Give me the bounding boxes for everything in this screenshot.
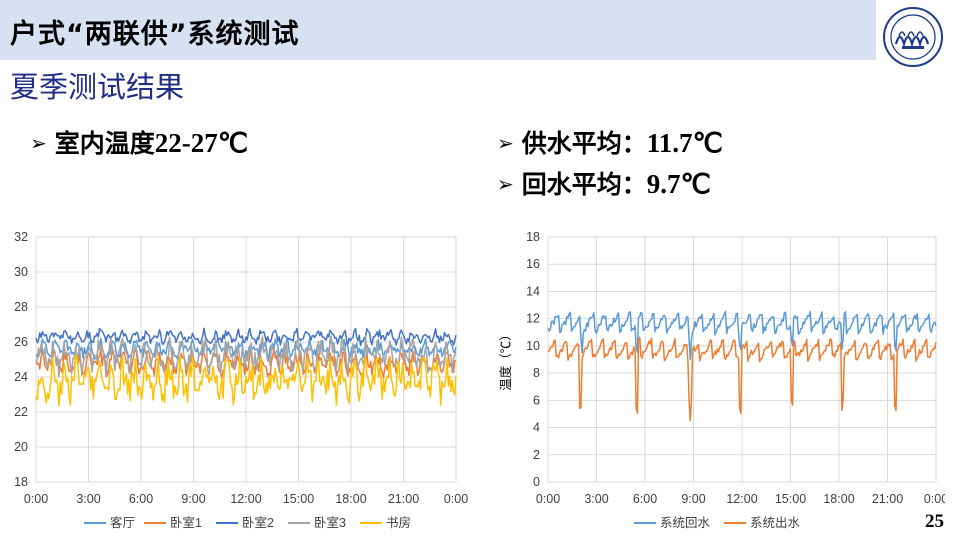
bullet-return-avg: ➢ 回水平均：9.7℃	[497, 165, 711, 201]
bullet-value: 11.7℃	[646, 128, 723, 158]
legend-entry: 卧室2	[216, 515, 274, 530]
legend-entry: 系统回水	[634, 516, 711, 530]
legend-label: 客厅	[110, 515, 135, 530]
arrow-bullet-icon: ➢	[497, 172, 514, 196]
indoor-temperature-chart: 18 20 22 24 26 28 30 32 0:00 3:00 6:00 9:00 12:00 15:…	[14, 230, 468, 530]
legend-entry: 系统出水	[724, 516, 801, 530]
y-tick-label: 14	[526, 284, 540, 298]
university-seal-logo	[883, 7, 943, 67]
bullet-label: 回水平均：	[521, 170, 647, 199]
x-tick-label: 9:00	[681, 492, 705, 506]
bullet-value: 22-27℃	[154, 128, 249, 158]
supply-return-water-chart: 0 2 4 6 8 10 12 14 16 18 0:00 3:00 6:00 9:00 12:00 15:0…	[498, 230, 945, 530]
legend-label: 卧室2	[242, 515, 274, 530]
arrow-bullet-icon: ➢	[30, 131, 47, 155]
bullet-supply-avg: ➢ 供水平均：11.7℃	[497, 124, 723, 160]
x-tick-label: 12:00	[726, 492, 757, 506]
x-tick-label: 0:00	[444, 492, 468, 506]
x-tick-label: 21:00	[388, 492, 419, 506]
series-line	[35, 355, 457, 407]
section-subtitle: 夏季测试结果	[10, 70, 185, 104]
legend-label: 系统出水	[750, 516, 801, 530]
y-tick-label: 22	[14, 405, 28, 419]
x-tick-label: 12:00	[230, 492, 261, 506]
x-tick-label: 9:00	[181, 492, 205, 506]
legend-entry: 卧室1	[144, 515, 202, 530]
x-tick-label: 6:00	[129, 492, 153, 506]
series-line	[547, 336, 937, 422]
y-tick-label: 18	[526, 230, 540, 244]
y-tick-label: 0	[533, 475, 540, 489]
bullet-label: 供水平均：	[521, 129, 647, 158]
y-tick-label: 2	[533, 448, 540, 462]
x-tick-label: 15:00	[283, 492, 314, 506]
y-tick-label: 30	[14, 265, 28, 279]
y-tick-label: 6	[533, 393, 540, 407]
x-tick-label: 0:00	[924, 492, 945, 506]
page-number: 25	[925, 511, 944, 532]
legend-label: 卧室3	[314, 515, 346, 530]
y-tick-label: 32	[14, 230, 28, 244]
y-tick-label: 24	[14, 370, 28, 384]
y-tick-label: 16	[526, 257, 540, 271]
y-tick-label: 10	[526, 339, 540, 353]
series-line	[35, 327, 457, 347]
bullet-value: 9.7℃	[646, 169, 711, 199]
x-tick-label: 15:00	[775, 492, 806, 506]
y-tick-label: 18	[14, 475, 28, 489]
x-tick-label: 0:00	[24, 492, 48, 506]
arrow-bullet-icon: ➢	[497, 131, 514, 155]
y-tick-label: 20	[14, 440, 28, 454]
x-tick-label: 3:00	[584, 492, 608, 506]
series-line	[35, 346, 457, 380]
legend-entry: 卧室3	[288, 515, 346, 530]
title-bar: 户式“两联供”系统测试	[0, 0, 876, 60]
x-tick-label: 21:00	[872, 492, 903, 506]
x-tick-label: 18:00	[823, 492, 854, 506]
x-tick-label: 3:00	[76, 492, 100, 506]
x-tick-label: 0:00	[536, 492, 560, 506]
y-tick-label: 8	[533, 366, 540, 380]
y-tick-label: 26	[14, 335, 28, 349]
legend-label: 卧室1	[170, 515, 202, 530]
x-tick-label: 18:00	[335, 492, 366, 506]
series-line	[35, 337, 457, 360]
page-title: 户式“两联供”系统测试	[10, 19, 300, 50]
series-line	[35, 335, 457, 378]
bullet-label: 室内温度	[54, 129, 155, 158]
legend-label: 书房	[386, 515, 411, 530]
y-tick-label: 28	[14, 300, 28, 314]
legend-entry: 书房	[360, 515, 411, 530]
legend-label: 系统回水	[660, 516, 711, 530]
y-tick-label: 12	[526, 312, 540, 326]
series-line	[547, 310, 937, 361]
bullet-indoor-temp: ➢ 室内温度22-27℃	[30, 124, 248, 160]
y-axis-label: 温度（℃）	[498, 328, 513, 391]
y-tick-label: 4	[533, 421, 540, 435]
x-tick-label: 6:00	[633, 492, 657, 506]
legend-entry: 客厅	[84, 515, 135, 530]
